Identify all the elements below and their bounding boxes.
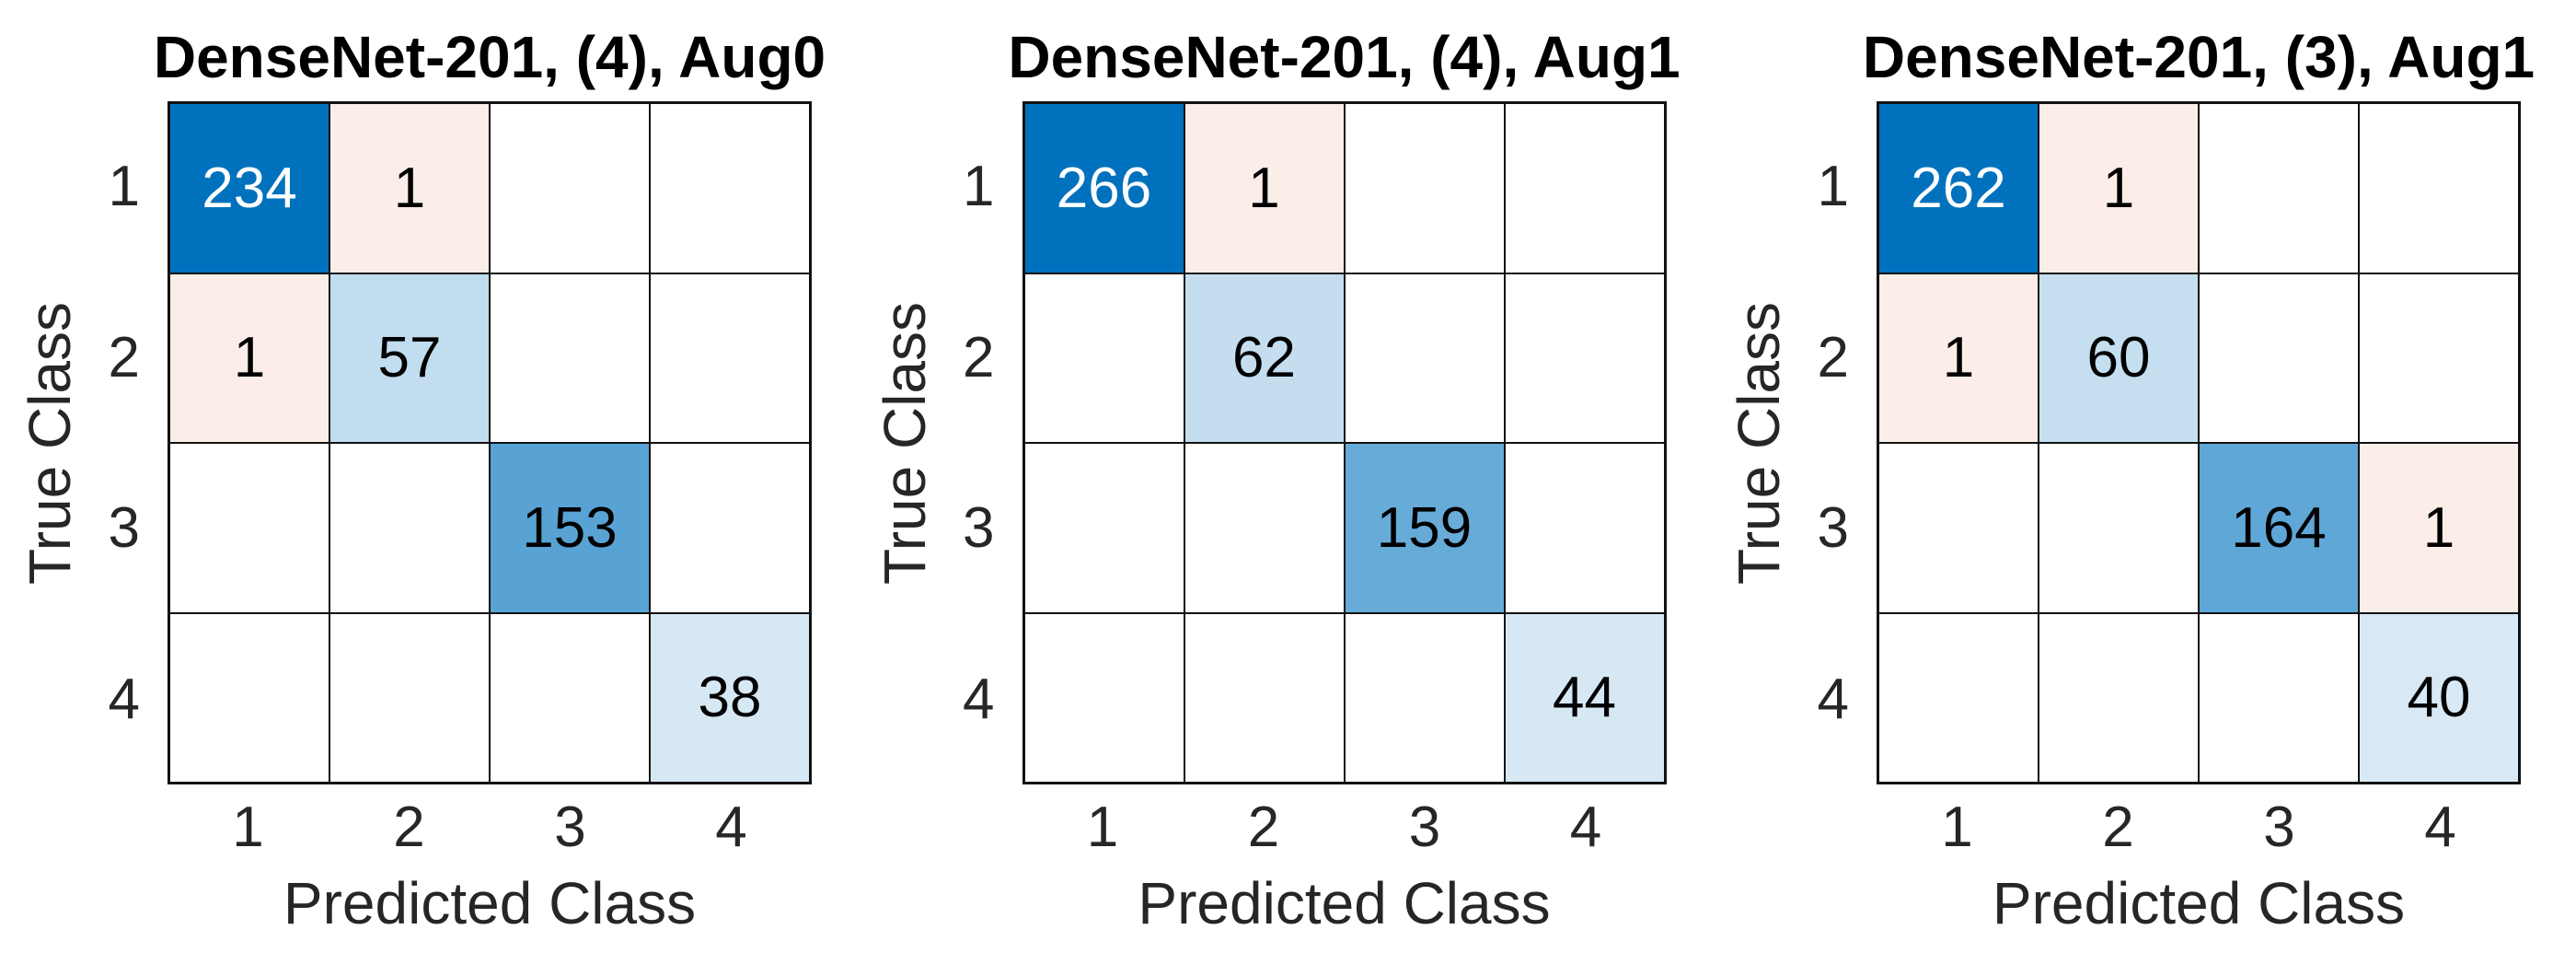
confusion-matrix: 266 1 62 159 44 bbox=[1022, 101, 1667, 784]
y-tick-label: 1 bbox=[1817, 155, 1849, 219]
matrix-cell-r3c1 bbox=[1878, 443, 2039, 613]
matrix-cell-r4c1 bbox=[1023, 612, 1184, 783]
matrix-cell-r1c1: 262 bbox=[1878, 103, 2039, 273]
matrix-cell-r3c4: 1 bbox=[2359, 443, 2519, 613]
matrix-cell-r4c1 bbox=[1878, 612, 2039, 783]
matrix-cell-r3c2 bbox=[329, 443, 490, 613]
y-tick-label: 2 bbox=[1817, 325, 1849, 389]
matrix-cell-r3c2 bbox=[1184, 443, 1345, 613]
matrix-cell-r3c2 bbox=[2039, 443, 2199, 613]
x-tick-label: 2 bbox=[1247, 795, 1280, 859]
matrix-cell-r1c4 bbox=[2359, 103, 2519, 273]
x-tick-label: 4 bbox=[1569, 795, 1602, 859]
x-tick-label: 1 bbox=[232, 795, 264, 859]
x-tick-label: 2 bbox=[2102, 795, 2134, 859]
panel-title: DenseNet-201, (3), Aug1 bbox=[1862, 24, 2536, 90]
panel-title: DenseNet-201, (4), Aug0 bbox=[153, 24, 826, 90]
matrix-cell-r4c3 bbox=[1344, 612, 1505, 783]
y-tick-label: 3 bbox=[1817, 496, 1849, 561]
y-tick-label: 3 bbox=[963, 496, 995, 561]
y-axis-label: True Class bbox=[17, 301, 83, 585]
x-tick-label: 4 bbox=[715, 795, 747, 859]
y-tick-label: 2 bbox=[963, 325, 995, 389]
y-axis-label: True Class bbox=[1726, 301, 1792, 585]
x-tick-label: 3 bbox=[2263, 795, 2295, 859]
confusion-matrix: 234 1 1 57 153 38 bbox=[167, 101, 812, 784]
matrix-cell-r3c3: 153 bbox=[490, 443, 650, 613]
panel-title: DenseNet-201, (4), Aug1 bbox=[1008, 24, 1681, 90]
matrix-cell-r2c1 bbox=[1023, 273, 1184, 443]
matrix-cell-r1c3 bbox=[2199, 103, 2359, 273]
matrix-cell-r4c2 bbox=[1184, 612, 1345, 783]
matrix-cell-r3c4 bbox=[1504, 443, 1665, 613]
y-tick-label: 3 bbox=[108, 496, 140, 561]
matrix-cell-r2c4 bbox=[2359, 273, 2519, 443]
matrix-cell-r1c2: 1 bbox=[329, 103, 490, 273]
matrix-cell-r4c2 bbox=[2039, 612, 2199, 783]
matrix-cell-r2c2: 60 bbox=[2039, 273, 2199, 443]
x-axis-label: Predicted Class bbox=[283, 870, 697, 936]
y-tick-label: 4 bbox=[963, 667, 995, 731]
matrix-cell-r4c2 bbox=[329, 612, 490, 783]
matrix-cell-r4c4: 44 bbox=[1504, 612, 1665, 783]
y-tick-labels: 1 2 3 4 bbox=[1792, 101, 1877, 784]
y-tick-label: 1 bbox=[963, 155, 995, 219]
y-tick-label: 2 bbox=[108, 325, 140, 389]
matrix-cell-r1c4 bbox=[1504, 103, 1665, 273]
matrix-cell-r4c4: 40 bbox=[2359, 612, 2519, 783]
matrix-cell-r4c3 bbox=[2199, 612, 2359, 783]
y-tick-label: 1 bbox=[108, 155, 140, 219]
x-tick-labels: 1 2 3 4 bbox=[167, 784, 812, 869]
matrix-cell-r4c1 bbox=[169, 612, 329, 783]
y-tick-label: 4 bbox=[108, 667, 140, 731]
matrix-cell-r4c4: 38 bbox=[650, 612, 810, 783]
matrix-cell-r2c2: 57 bbox=[329, 273, 490, 443]
matrix-cell-r3c1 bbox=[169, 443, 329, 613]
y-tick-label: 4 bbox=[1817, 667, 1849, 731]
matrix-cell-r1c3 bbox=[490, 103, 650, 273]
matrix-cell-r3c3: 159 bbox=[1344, 443, 1505, 613]
matrix-cell-r3c4 bbox=[650, 443, 810, 613]
matrix-cell-r2c1: 1 bbox=[169, 273, 329, 443]
x-tick-label: 3 bbox=[554, 795, 586, 859]
y-axis-label: True Class bbox=[871, 301, 938, 585]
matrix-cell-r1c1: 234 bbox=[169, 103, 329, 273]
x-axis-label: Predicted Class bbox=[1992, 870, 2406, 936]
matrix-cell-r1c3 bbox=[1344, 103, 1505, 273]
x-tick-label: 1 bbox=[1086, 795, 1119, 859]
confusion-matrix: 262 1 1 60 164 1 40 bbox=[1877, 101, 2521, 784]
x-tick-labels: 1 2 3 4 bbox=[1022, 784, 1667, 869]
x-tick-label: 3 bbox=[1408, 795, 1441, 859]
matrix-cell-r2c3 bbox=[490, 273, 650, 443]
x-tick-label: 2 bbox=[393, 795, 425, 859]
matrix-cell-r1c1: 266 bbox=[1023, 103, 1184, 273]
x-axis-label: Predicted Class bbox=[1138, 870, 1551, 936]
matrix-cell-r1c2: 1 bbox=[1184, 103, 1345, 273]
x-tick-label: 1 bbox=[1941, 795, 1973, 859]
x-tick-label: 4 bbox=[2424, 795, 2456, 859]
matrix-cell-r2c3 bbox=[2199, 273, 2359, 443]
matrix-cell-r3c1 bbox=[1023, 443, 1184, 613]
matrix-cell-r2c4 bbox=[1504, 273, 1665, 443]
y-tick-labels: 1 2 3 4 bbox=[83, 101, 167, 784]
matrix-cell-r1c2: 1 bbox=[2039, 103, 2199, 273]
matrix-cell-r4c3 bbox=[490, 612, 650, 783]
matrix-cell-r2c2: 62 bbox=[1184, 273, 1345, 443]
y-tick-labels: 1 2 3 4 bbox=[938, 101, 1022, 784]
matrix-cell-r2c4 bbox=[650, 273, 810, 443]
matrix-cell-r2c3 bbox=[1344, 273, 1505, 443]
x-tick-labels: 1 2 3 4 bbox=[1877, 784, 2521, 869]
matrix-cell-r2c1: 1 bbox=[1878, 273, 2039, 443]
matrix-cell-r3c3: 164 bbox=[2199, 443, 2359, 613]
matrix-cell-r1c4 bbox=[650, 103, 810, 273]
